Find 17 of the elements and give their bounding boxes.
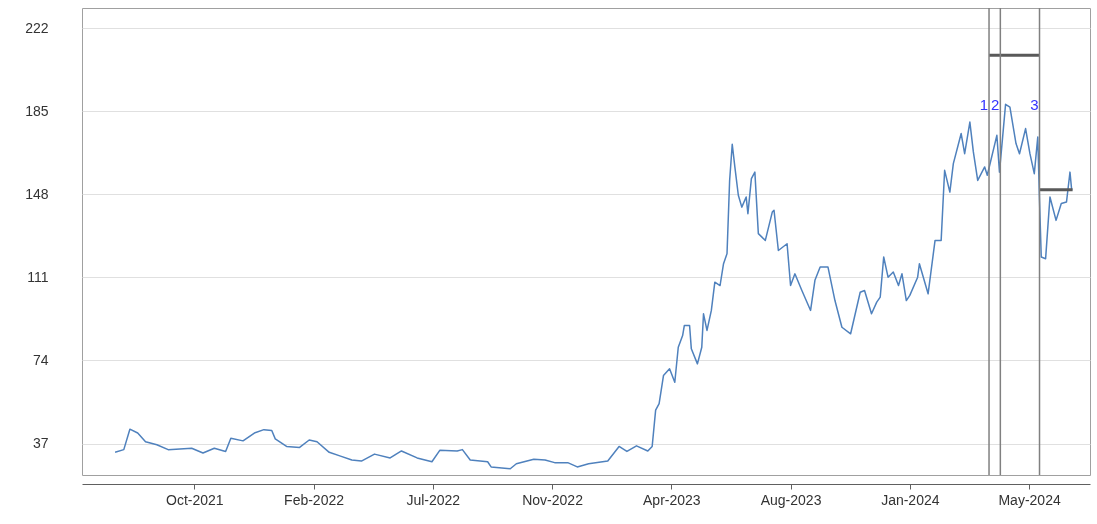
x-tick-label: Aug-2023 (760, 491, 822, 508)
y-tick-label: 148 (25, 185, 49, 202)
x-tick-label: Apr-2023 (643, 491, 701, 508)
x-tick-label: Oct-2021 (165, 491, 224, 508)
y-tick-label: 222 (25, 19, 49, 36)
y-tick-label: 37 (32, 435, 49, 452)
ref-line-label: 2 (991, 96, 1000, 113)
x-tick-label: Nov-2022 (522, 491, 584, 508)
ref-line-label: 1 (979, 96, 989, 113)
x-tick-label: Jul-2022 (406, 491, 461, 508)
x-tick-label: May-2024 (998, 491, 1061, 508)
y-tick-label: 74 (32, 352, 49, 368)
x-tick-label: Jan-2024 (881, 491, 940, 508)
y-tick-label: 185 (25, 102, 49, 119)
x-tick-label: Feb-2022 (284, 491, 345, 508)
y-tick-label: 111 (27, 268, 49, 285)
ref-line-label: 3 (1030, 96, 1039, 113)
